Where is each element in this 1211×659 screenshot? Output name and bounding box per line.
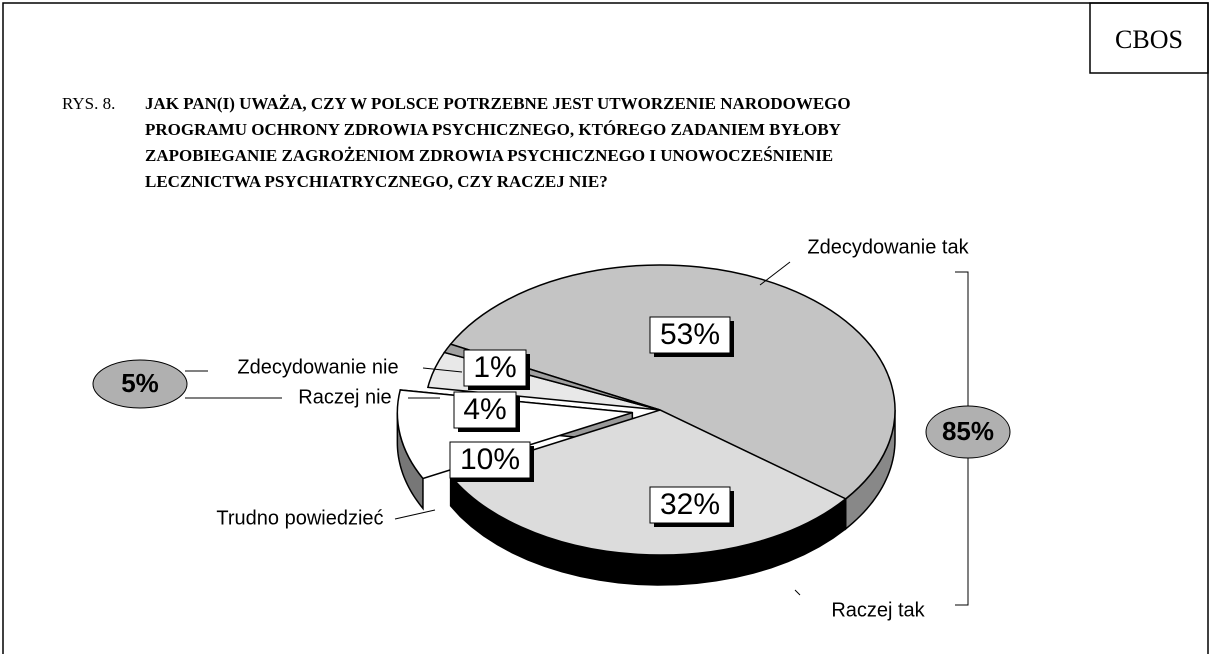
value-label-box — [449, 441, 531, 479]
bracket — [185, 370, 282, 399]
leader-line — [422, 367, 463, 373]
labels: 53% 32% 10% 4% 1% Zdecydowanie tak Raczej tak T… — [92, 236, 1011, 621]
group-bubble — [925, 405, 1011, 459]
category-label: Raczej nie — [298, 386, 391, 408]
title-line: PROGRAMU OCHRONY ZDROWIA PSYCHICZNEGO, K… — [145, 120, 841, 139]
group-label: 5% — [121, 368, 159, 398]
category-label: Trudno powiedzieć — [216, 507, 383, 529]
leader-line — [759, 261, 791, 286]
value-label: 1% — [473, 351, 516, 384]
group-bubble — [92, 359, 188, 409]
figure-number: RYS. 8. — [62, 94, 115, 113]
value-label-box — [463, 349, 527, 387]
title-line: ZAPOBIEGANIE ZAGROŻENIOM ZDROWIA PSYCHIC… — [145, 146, 833, 165]
category-label: Zdecydowanie nie — [237, 356, 398, 378]
leader-line — [394, 509, 436, 520]
header-box — [1089, 2, 1209, 74]
slice — [449, 264, 896, 500]
value-label: 4% — [463, 393, 506, 426]
value-label-box — [649, 316, 731, 354]
value-label: 32% — [660, 488, 720, 521]
leader-line — [794, 589, 801, 596]
title-line: LECZNICTWA PSYCHIATRYCZNEGO, CZY RACZEJ … — [145, 172, 608, 191]
header: CBOS — [1115, 25, 1183, 54]
chart-title: JAK PAN(I) UWAŻA, CZY W POLSCE POTRZEBNE… — [145, 94, 851, 191]
slice — [449, 409, 848, 556]
category-label: Raczej tak — [831, 599, 925, 621]
title-line: JAK PAN(I) UWAŻA, CZY W POLSCE POTRZEBNE… — [145, 94, 851, 113]
value-label: 53% — [660, 318, 720, 351]
category-label: Zdecydowanie tak — [807, 236, 969, 258]
value-label-box — [649, 486, 731, 524]
group-label: 85% — [942, 416, 994, 446]
value-label: 10% — [460, 443, 520, 476]
value-label-box — [453, 391, 517, 429]
